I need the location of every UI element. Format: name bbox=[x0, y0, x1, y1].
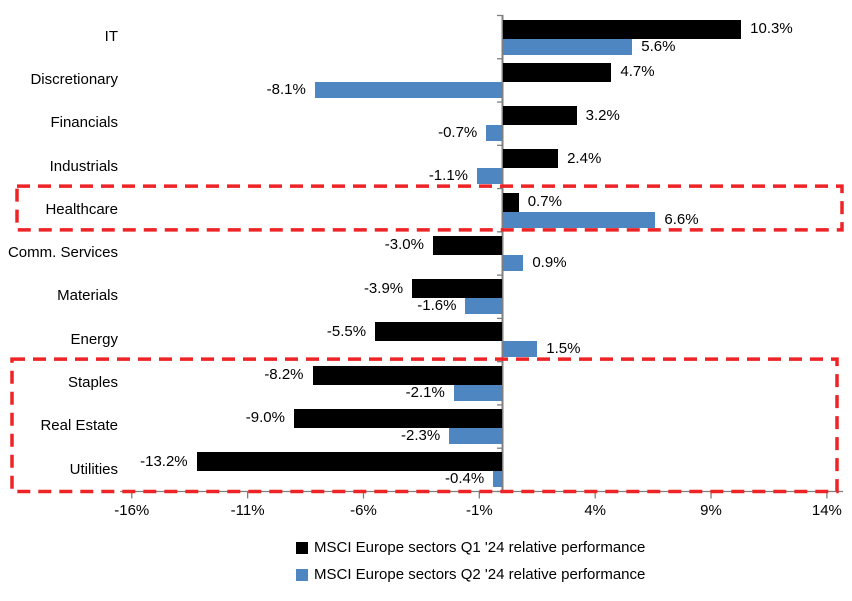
q1-bar bbox=[502, 19, 742, 39]
value-label: 6.6% bbox=[664, 210, 699, 228]
q2-bar bbox=[502, 341, 538, 358]
q2-bar bbox=[502, 211, 656, 228]
value-label: -1.6% bbox=[417, 297, 457, 315]
q2-bar bbox=[449, 427, 503, 444]
value-label: 2.4% bbox=[567, 149, 602, 167]
q1-bar bbox=[502, 106, 577, 126]
x-tick-label: 4% bbox=[584, 502, 607, 520]
x-tick-label: -16% bbox=[114, 502, 150, 520]
value-label: 3.2% bbox=[585, 106, 620, 124]
value-label: -2.3% bbox=[401, 426, 441, 444]
legend-swatch-q2 bbox=[296, 568, 308, 581]
x-tick-label: -1% bbox=[465, 502, 493, 520]
value-label: 10.3% bbox=[750, 20, 793, 37]
q2-bar bbox=[314, 81, 503, 98]
category-label: Financials bbox=[50, 114, 118, 132]
legend-label-q1: MSCI Europe sectors Q1 '24 relative perf… bbox=[314, 539, 646, 556]
q2-bar bbox=[502, 38, 633, 55]
value-label: -2.1% bbox=[405, 383, 445, 401]
q2-bar bbox=[493, 471, 503, 488]
value-label: 1.5% bbox=[546, 340, 581, 358]
category-label: Healthcare bbox=[45, 200, 118, 218]
q1-bar bbox=[432, 235, 503, 255]
q1-bar bbox=[502, 192, 519, 212]
legend-label-q2: MSCI Europe sectors Q2 '24 relative perf… bbox=[314, 566, 646, 583]
value-label: -3.0% bbox=[384, 236, 424, 254]
value-label: 0.9% bbox=[532, 253, 567, 271]
q1-bar bbox=[312, 365, 503, 385]
q2-bar bbox=[465, 298, 503, 315]
q1-bar bbox=[412, 279, 503, 299]
value-label: -3.9% bbox=[363, 279, 404, 297]
value-label: -8.2% bbox=[264, 366, 304, 384]
value-label: -0.7% bbox=[438, 124, 478, 142]
category-label: Discretionary bbox=[30, 71, 118, 89]
value-label: 5.6% bbox=[641, 37, 676, 55]
x-tick-label: 9% bbox=[700, 502, 722, 520]
q2-bar bbox=[502, 254, 524, 271]
value-label: -5.5% bbox=[326, 322, 367, 340]
value-label: -8.1% bbox=[266, 80, 306, 98]
q1-bar bbox=[502, 149, 559, 169]
highlight-box bbox=[10, 357, 839, 494]
value-label: -13.2% bbox=[140, 452, 188, 470]
legend-swatch-q1 bbox=[296, 541, 308, 554]
category-label: Real Estate bbox=[40, 417, 118, 435]
category-label: Comm. Services bbox=[7, 244, 118, 262]
q1-bar bbox=[196, 452, 503, 472]
q2-bar bbox=[453, 384, 503, 401]
value-label: 0.7% bbox=[527, 193, 562, 211]
q2-bar bbox=[486, 125, 503, 142]
x-tick-label: 14% bbox=[811, 502, 842, 520]
q1-bar bbox=[375, 322, 503, 342]
q1-bar bbox=[502, 62, 612, 82]
category-label: IT bbox=[104, 27, 118, 45]
category-label: Industrials bbox=[49, 157, 118, 175]
category-label: Utilities bbox=[69, 460, 118, 478]
x-tick-label: -6% bbox=[350, 502, 377, 520]
value-label: -1.1% bbox=[428, 167, 468, 185]
category-label: Staples bbox=[67, 374, 118, 392]
category-label: Energy bbox=[70, 330, 118, 348]
highlight-box bbox=[15, 184, 844, 232]
q2-bar bbox=[477, 168, 503, 185]
legend-entry-q2: MSCI Europe sectors Q2 '24 relative perf… bbox=[296, 566, 645, 583]
category-label: Materials bbox=[57, 287, 118, 305]
legend-entry-q1: MSCI Europe sectors Q1 '24 relative perf… bbox=[296, 539, 645, 556]
value-label: 4.7% bbox=[620, 63, 655, 81]
x-tick-label: -11% bbox=[230, 502, 265, 520]
q1-bar bbox=[293, 408, 503, 428]
value-label: -0.4% bbox=[445, 470, 485, 488]
value-label: -9.0% bbox=[245, 409, 285, 427]
